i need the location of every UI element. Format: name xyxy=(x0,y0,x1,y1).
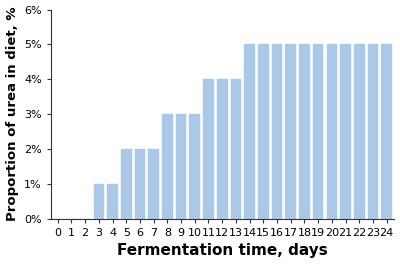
Bar xyxy=(313,44,324,219)
Bar xyxy=(94,184,104,219)
Bar xyxy=(148,149,159,219)
Bar xyxy=(162,114,173,219)
Bar xyxy=(121,149,132,219)
Bar xyxy=(258,44,269,219)
Bar xyxy=(368,44,378,219)
Bar xyxy=(107,184,118,219)
Bar xyxy=(299,44,310,219)
Bar xyxy=(272,44,282,219)
Bar xyxy=(230,79,241,219)
Bar xyxy=(340,44,351,219)
Bar xyxy=(217,79,228,219)
Y-axis label: Proportion of urea in diet, %: Proportion of urea in diet, % xyxy=(6,7,18,221)
Bar xyxy=(203,79,214,219)
Bar xyxy=(285,44,296,219)
Bar xyxy=(354,44,365,219)
Bar xyxy=(190,114,200,219)
Bar xyxy=(135,149,145,219)
Bar xyxy=(381,44,392,219)
Bar xyxy=(176,114,186,219)
Bar xyxy=(326,44,337,219)
Bar xyxy=(244,44,255,219)
X-axis label: Fermentation time, days: Fermentation time, days xyxy=(117,243,328,258)
